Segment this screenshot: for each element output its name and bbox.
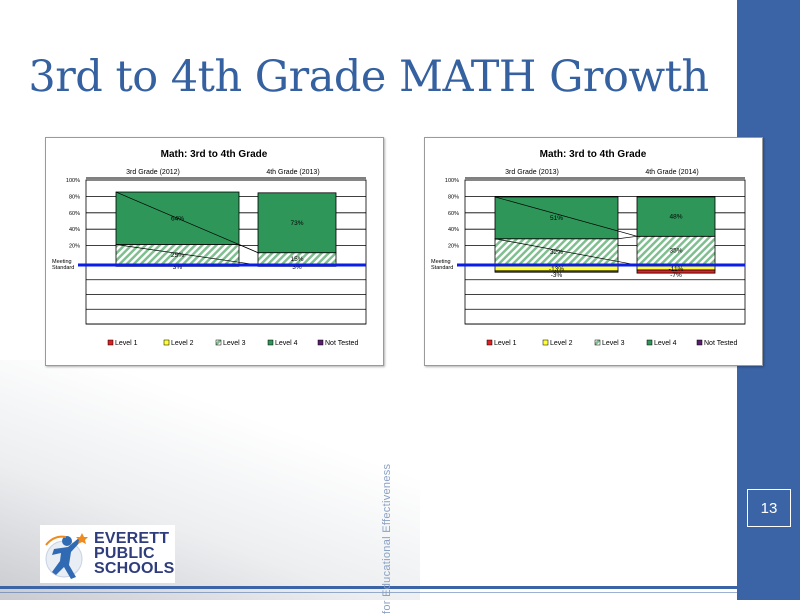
bar-level-4-1 <box>636 196 716 237</box>
category-label-1: 4th Grade (2014) <box>645 169 698 176</box>
chart-panel-left: Math: 3rd to 4th Grade 3rd Grade (2012) 4t… <box>45 137 384 366</box>
legend-label-2: Level 3 <box>602 340 625 347</box>
chart-title: Math: 3rd to 4th Grade <box>540 149 647 160</box>
y-tick-label: 100% <box>66 178 80 184</box>
legend-label-4: Not Tested <box>325 340 358 347</box>
data-label: 25% <box>171 252 184 259</box>
connector-line <box>238 244 259 254</box>
legend-label-1: Level 2 <box>171 340 194 347</box>
legend-label-3: Level 4 <box>275 340 298 347</box>
y-tick-label: 60% <box>69 211 80 217</box>
data-label: 3% <box>292 264 302 271</box>
legend-label-1: Level 2 <box>550 340 573 347</box>
bottom-rule <box>0 586 737 589</box>
baseline-label: Standard <box>431 265 453 271</box>
legend-label-0: Level 1 <box>494 340 517 347</box>
data-label: 73% <box>290 220 303 227</box>
y-tick-label: 20% <box>448 244 459 250</box>
plot-frame <box>85 179 367 325</box>
logo-wordmark: EVERETT PUBLIC SCHOOLS <box>94 530 175 577</box>
chart-title: Math: 3rd to 4th Grade <box>161 149 268 160</box>
plot-frame <box>464 179 746 325</box>
data-label: 64% <box>171 215 184 222</box>
bar-level-4-1 <box>257 192 337 254</box>
data-label: -7% <box>670 272 682 279</box>
slide-title: 3rd to 4th Grade MATH Growth <box>28 52 709 102</box>
legend-swatch-3 <box>646 339 653 346</box>
legend-swatch-0 <box>486 339 493 346</box>
connector-line <box>115 191 259 254</box>
side-text: for Educational Effectiveness <box>381 463 393 614</box>
bar-level-3-0 <box>494 238 619 266</box>
bar-level-4-0 <box>494 196 619 240</box>
connector-line <box>494 238 638 266</box>
legend-swatch-2 <box>594 339 601 346</box>
legend-swatch-4 <box>317 339 324 346</box>
bar-level-1-0 <box>494 270 619 273</box>
bar-level-3-1 <box>636 235 716 266</box>
baseline-label: Standard <box>52 265 74 271</box>
legend-swatch-2 <box>215 339 222 346</box>
chart-left: Math: 3rd to 4th Grade 3rd Grade (2012) 4t… <box>52 149 367 347</box>
data-label: -3% <box>551 272 563 279</box>
logo-figure-icon <box>45 533 88 579</box>
data-label: 35% <box>669 248 682 255</box>
category-label-1: 4th Grade (2013) <box>266 169 319 176</box>
baseline-label: Meeting <box>52 259 72 265</box>
legend-swatch-4 <box>696 339 703 346</box>
data-label: 51% <box>550 215 563 222</box>
legend-swatch-1 <box>542 339 549 346</box>
y-tick-label: 80% <box>448 194 459 200</box>
y-tick-label: 40% <box>448 227 459 233</box>
category-label-0: 3rd Grade (2013) <box>505 169 559 176</box>
data-label: 15% <box>290 256 303 263</box>
chart-right: Math: 3rd to 4th Grade 3rd Grade (2013) 4t… <box>431 149 746 347</box>
y-tick-label: 60% <box>448 211 459 217</box>
legend-label-2: Level 3 <box>223 340 246 347</box>
y-tick-label: 20% <box>69 244 80 250</box>
data-label: -11% <box>669 266 684 273</box>
legend-swatch-0 <box>107 339 114 346</box>
legend-label-0: Level 1 <box>115 340 138 347</box>
y-tick-label: 40% <box>69 227 80 233</box>
category-label-0: 3rd Grade (2012) <box>126 169 180 176</box>
page-number: 13 <box>747 489 791 527</box>
chart-panel-right: Math: 3rd to 4th Grade 3rd Grade (2013) 4t… <box>424 137 763 366</box>
legend-swatch-1 <box>163 339 170 346</box>
connector-line <box>115 244 259 266</box>
data-label: 32% <box>550 249 563 256</box>
bottom-rule-thin <box>0 592 737 593</box>
legend-label-3: Level 4 <box>654 340 677 347</box>
data-label: 3% <box>173 264 183 271</box>
data-label: 48% <box>669 214 682 221</box>
bar-level-1-1 <box>636 269 716 274</box>
baseline-label: Meeting <box>431 259 451 265</box>
y-tick-label: 80% <box>69 194 80 200</box>
legend-swatch-3 <box>267 339 274 346</box>
connector-line <box>617 235 638 240</box>
data-label: -13% <box>549 266 564 273</box>
everett-public-schools-logo: EVERETT PUBLIC SCHOOLS <box>40 525 175 583</box>
legend-label-4: Not Tested <box>704 340 737 347</box>
connector-line <box>494 196 638 237</box>
y-tick-label: 100% <box>445 178 459 184</box>
